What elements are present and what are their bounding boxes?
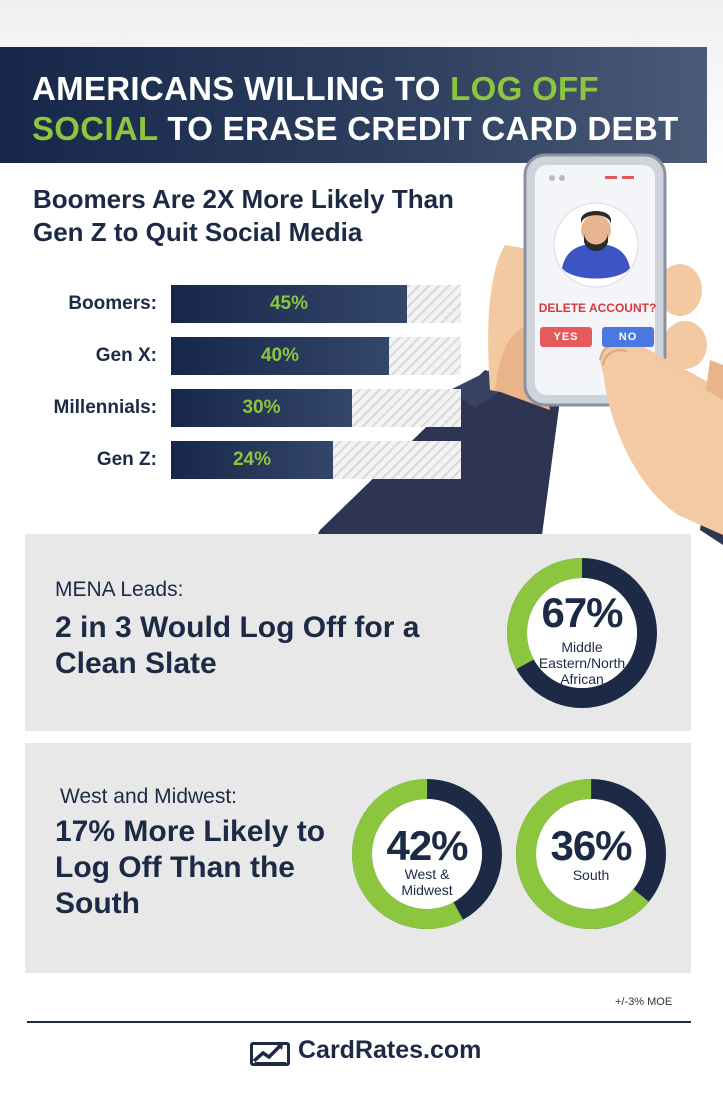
- title-highlight-2: SOCIAL: [32, 110, 158, 147]
- bar-value-label: 40%: [260, 345, 300, 366]
- donut-hole: [372, 799, 482, 909]
- bar-row: Gen X: 40%: [0, 337, 470, 375]
- region-panel: West and Midwest: 17% More Likely to Log…: [25, 743, 691, 973]
- bar: 45%: [171, 285, 407, 323]
- title-part-2: TO ERASE CREDIT CARD DEBT: [157, 110, 679, 147]
- bar-track: 30%: [171, 389, 461, 427]
- west-donut-caption: West & Midwest: [401, 866, 453, 898]
- bar-track: 40%: [171, 337, 461, 375]
- bar-category-label: Gen Z:: [96, 449, 157, 470]
- finger-overlay: [602, 348, 723, 535]
- no-button[interactable]: NO: [602, 327, 654, 347]
- bar-value-label: 24%: [232, 449, 272, 470]
- donut-arc: [507, 558, 657, 708]
- chart-trend-icon: [250, 1042, 290, 1066]
- south-donut-caption: South: [572, 867, 610, 883]
- donut-arc: [351, 779, 502, 929]
- title-highlight-1: LOG OFF: [450, 70, 599, 107]
- bar: 40%: [171, 337, 389, 375]
- title-part-1: AMERICANS WILLING TO: [32, 70, 451, 107]
- mena-donut-value: 67%: [541, 589, 623, 636]
- bar-category-label: Gen X:: [95, 345, 157, 366]
- brand-name: CardRates.com: [298, 1036, 482, 1064]
- mena-headline: 2 in 3 Would Log Off for a Clean Slate: [55, 611, 420, 680]
- bar-value-label: 30%: [242, 397, 281, 418]
- south-donut: 36% South: [514, 777, 668, 931]
- west-donut-value: 42%: [386, 822, 468, 869]
- mena-donut-caption: Middle Eastern/North African: [538, 639, 626, 687]
- bar-value-label: 45%: [269, 293, 309, 314]
- donut-hole: [536, 799, 646, 909]
- south-donut-value: 36%: [550, 822, 632, 869]
- bar-row: Gen Z: 24%: [0, 441, 470, 479]
- bar-category-label: Boomers:: [68, 293, 157, 314]
- page-title: AMERICANS WILLING TO LOG OFF SOCIAL TO ER…: [32, 69, 702, 149]
- bar-category-label: Millennials:: [53, 397, 157, 418]
- bar-row: Millennials: 30%: [0, 389, 470, 427]
- footer-divider: [27, 1021, 691, 1023]
- west-donut-ring: [351, 779, 502, 929]
- west-midwest-donut: 42% West & Midwest: [350, 777, 504, 931]
- south-donut-ring: [516, 779, 666, 929]
- mena-lead: MENA Leads:: [55, 578, 184, 601]
- margin-of-error: +/-3% MOE: [615, 996, 673, 1008]
- mena-panel: MENA Leads: 2 in 3 Would Log Off for a C…: [25, 534, 691, 731]
- bar: 30%: [171, 389, 352, 427]
- mena-donut-ring: [507, 558, 657, 708]
- delete-account-prompt: DELETE ACCOUNT?: [538, 301, 657, 315]
- bar-track: 45%: [171, 285, 461, 323]
- yes-button[interactable]: YES: [540, 327, 592, 347]
- mena-donut: 67% Middle Eastern/North African: [505, 556, 659, 710]
- region-headline: 17% More Likely to Log Off Than the Sout…: [55, 815, 326, 920]
- title-banner: AMERICANS WILLING TO LOG OFF SOCIAL TO ER…: [0, 47, 707, 163]
- donut-hole: [527, 578, 637, 688]
- bar-row: Boomers: 45%: [0, 285, 470, 323]
- bar-track: 24%: [171, 441, 461, 479]
- chart-subtitle: Boomers Are 2X More Likely Than Gen Z to…: [33, 184, 454, 247]
- bar: 24%: [171, 441, 333, 479]
- region-lead: West and Midwest:: [60, 785, 238, 808]
